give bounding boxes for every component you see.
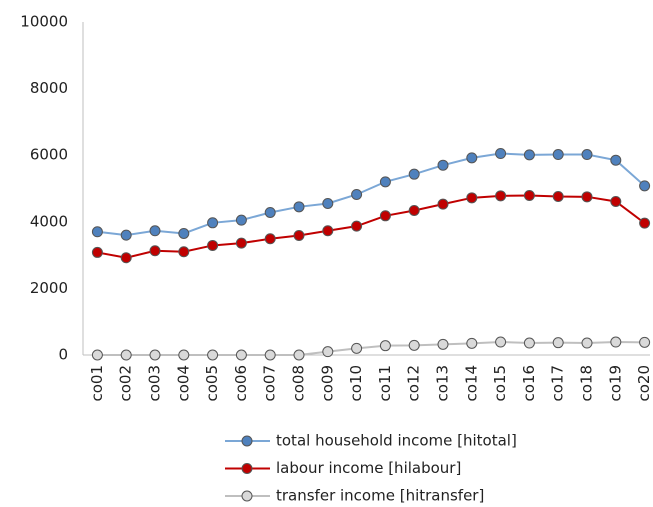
series-marker [120,229,132,241]
x-tick-label: co07 [261,365,279,402]
x-tick-label: co02 [117,365,135,402]
series-marker [523,337,535,349]
series-marker [207,239,219,251]
legend-marker [241,490,253,502]
series-marker [437,198,449,210]
series-marker [178,246,190,258]
series-marker [552,337,564,349]
x-tick-label: co10 [347,365,365,402]
series-marker [639,180,651,192]
series-marker [322,346,334,358]
x-tick-label: co16 [520,365,538,402]
series-marker [91,226,103,238]
series-marker [178,227,190,239]
x-tick-label: co13 [434,365,452,402]
series-marker [639,217,651,229]
x-tick-label: co05 [203,365,221,402]
series-marker [351,188,363,200]
series-marker [235,349,247,361]
y-tick-label: 4000 [30,212,68,230]
series-marker [523,149,535,161]
x-tick-label: co08 [290,365,308,402]
y-tick-label: 10000 [20,13,68,31]
series-marker [149,349,161,361]
series-marker [351,342,363,354]
series-marker [437,338,449,350]
series-marker [610,336,622,348]
x-tick-label: co06 [232,365,250,402]
series-marker [466,192,478,204]
series-marker [322,197,334,209]
series-marker [466,337,478,349]
y-tick-label: 8000 [30,79,68,97]
series-marker [581,191,593,203]
series-marker [149,245,161,257]
x-tick-label: co11 [376,365,394,402]
series-marker [466,152,478,164]
series-marker [379,176,391,188]
series-marker [379,210,391,222]
x-tick-label: co12 [405,365,423,402]
series-marker [293,229,305,241]
series-marker [552,149,564,161]
series-marker [610,154,622,166]
x-tick-label: co18 [578,365,596,402]
x-tick-label: co01 [88,365,106,402]
series-marker [207,349,219,361]
series-marker [437,159,449,171]
legend-marker [241,435,253,447]
series-marker [293,201,305,213]
series-marker [264,206,276,218]
series-marker [581,337,593,349]
series-marker [581,149,593,161]
series-marker [91,246,103,258]
series-marker [351,220,363,232]
legend-marker [241,463,253,474]
series-marker [552,190,564,202]
series-marker [523,189,535,201]
series-marker [235,214,247,226]
series-marker [149,225,161,237]
series-marker [264,349,276,361]
series-marker [235,237,247,249]
series-marker [178,349,190,361]
legend-label: total household income [hitotal] [276,432,517,450]
series-marker [408,204,420,216]
series-marker [495,190,507,202]
x-tick-label: co20 [635,365,653,402]
x-tick-label: co17 [549,365,567,402]
series-marker [120,252,132,264]
x-tick-label: co14 [462,365,480,402]
series-marker [495,336,507,348]
x-tick-label: co04 [174,365,192,402]
series-marker [91,349,103,361]
y-tick-label: 2000 [30,279,68,297]
x-tick-label: co15 [491,365,509,402]
series-marker [293,349,305,361]
series-marker [408,339,420,351]
series-marker [322,225,334,237]
series-marker [495,148,507,160]
series-marker [379,340,391,352]
series-marker [639,336,651,348]
legend-label: transfer income [hitransfer] [276,487,484,505]
legend-label: labour income [hilabour] [276,459,461,477]
series-marker [120,349,132,361]
x-tick-label: co03 [146,365,164,402]
y-tick-label: 0 [58,346,68,364]
series-marker [264,233,276,245]
x-tick-label: co09 [318,365,336,402]
x-tick-label: co19 [606,365,624,402]
y-tick-label: 6000 [30,146,68,164]
series-marker [207,217,219,229]
series-marker [408,168,420,180]
series-marker [610,195,622,207]
